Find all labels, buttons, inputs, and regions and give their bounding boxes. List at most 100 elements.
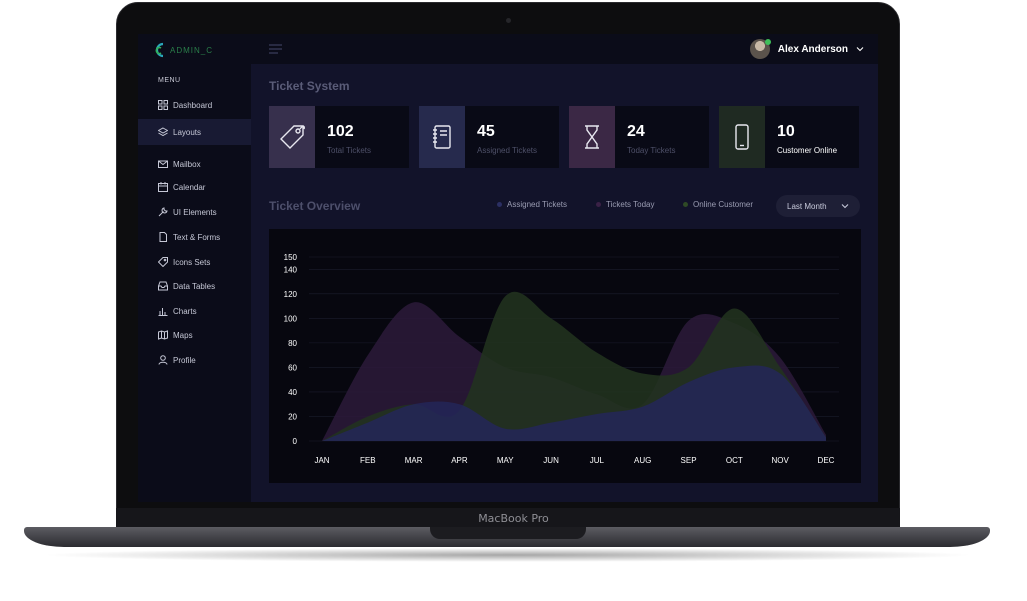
stat-icon-tile — [569, 106, 615, 168]
chevron-down-icon[interactable] — [856, 45, 864, 53]
laptop-chin — [116, 508, 900, 528]
sidebar-item-mailbox[interactable]: Mailbox — [138, 151, 251, 177]
user-name: Alex Anderson — [777, 43, 848, 55]
mobile-icon — [735, 124, 749, 150]
layers-icon — [158, 127, 168, 137]
sidebar-item-maps[interactable]: Maps — [138, 322, 251, 348]
y-tick-label: 80 — [288, 339, 297, 348]
sidebar-item-label: UI Elements — [173, 207, 217, 217]
sidebar-item-profile[interactable]: Profile — [138, 347, 251, 373]
sidebar-item-charts[interactable]: Charts — [138, 298, 251, 324]
x-tick-label: SEP — [681, 456, 697, 465]
x-tick-label: OCT — [726, 456, 743, 465]
sidebar-item-calendar[interactable]: Calendar — [138, 174, 251, 200]
sidebar-item-text-forms[interactable]: Text & Forms — [138, 224, 251, 250]
y-tick-label: 60 — [288, 363, 297, 372]
hourglass-icon — [585, 125, 599, 149]
sidebar-item-layouts[interactable]: Layouts — [138, 119, 251, 145]
sidebar-item-label: Maps — [173, 330, 193, 340]
topbar: Alex Anderson — [251, 34, 878, 64]
stat-label: Customer Online — [777, 146, 838, 155]
period-dropdown[interactable]: Last Month — [776, 195, 860, 217]
user-menu[interactable]: Alex Anderson — [749, 38, 864, 60]
sidebar-item-ui-elements[interactable]: UI Elements — [138, 199, 251, 225]
bar-chart-icon — [158, 306, 168, 316]
x-tick-label: JUL — [590, 456, 605, 465]
legend-label: Tickets Today — [606, 200, 655, 209]
wrench-icon — [158, 207, 168, 217]
y-tick-label: 40 — [288, 388, 297, 397]
sidebar-item-label: Profile — [173, 355, 196, 365]
sidebar-item-data-tables[interactable]: Data Tables — [138, 273, 251, 299]
sidebar: ADMIN_C MENU Dashboard Layouts Mailbox C… — [138, 34, 251, 502]
y-tick-label: 120 — [284, 290, 298, 299]
y-tick-label: 150 — [284, 253, 298, 262]
legend-dot — [497, 202, 502, 207]
stat-card-customer-online[interactable]: 10 Customer Online — [719, 106, 859, 168]
legend-label: Assigned Tickets — [507, 200, 568, 209]
x-tick-label: APR — [451, 456, 468, 465]
notebook-icon — [433, 125, 451, 149]
x-tick-label: AUG — [634, 456, 651, 465]
stat-icon-tile — [419, 106, 465, 168]
device-label: MacBook Pro — [478, 512, 549, 525]
series-area-assigned-tickets[interactable] — [322, 365, 826, 441]
x-tick-label: MAY — [497, 456, 514, 465]
logo[interactable]: ADMIN_C — [152, 40, 213, 60]
avatar[interactable] — [749, 39, 771, 59]
laptop-shadow — [40, 548, 976, 562]
legend-item-assigned-tickets[interactable]: Assigned Tickets — [497, 200, 567, 209]
stat-value: 10 — [777, 123, 795, 140]
user-icon — [158, 355, 168, 365]
x-tick-label: NOV — [772, 456, 790, 465]
y-tick-label: 20 — [288, 412, 297, 421]
stat-card-assigned-tickets[interactable]: 45 Assigned Tickets — [419, 106, 559, 168]
sidebar-item-icons-sets[interactable]: Icons Sets — [138, 249, 251, 275]
logo-icon — [155, 42, 164, 58]
mail-icon — [158, 159, 168, 169]
stat-label: Today Tickets — [627, 146, 676, 155]
stat-value: 45 — [477, 123, 495, 140]
page-title: Ticket System — [269, 79, 350, 93]
grid-icon — [158, 100, 168, 110]
stat-icon-tile — [719, 106, 765, 168]
sidebar-item-label: Text & Forms — [173, 232, 221, 242]
sidebar-item-label: Mailbox — [173, 159, 201, 169]
stat-label: Total Tickets — [327, 146, 372, 155]
camera — [506, 18, 511, 23]
x-tick-label: DEC — [818, 456, 835, 465]
stat-label: Assigned Tickets — [477, 146, 538, 155]
sidebar-item-label: Layouts — [173, 127, 202, 137]
sidebar-item-dashboard[interactable]: Dashboard — [138, 92, 251, 118]
screen: ADMIN_C MENU Dashboard Layouts Mailbox C… — [138, 34, 878, 502]
price-tag-icon — [280, 125, 305, 149]
stat-icon-tile — [269, 106, 315, 168]
main-content: Ticket System 102 Total Tickets 45 Assig… — [251, 64, 878, 502]
y-tick-label: 140 — [284, 265, 298, 274]
sidebar-item-label: Calendar — [173, 182, 206, 192]
x-tick-label: JAN — [314, 456, 329, 465]
stat-card-total-tickets[interactable]: 102 Total Tickets — [269, 106, 409, 168]
x-tick-label: MAR — [405, 456, 423, 465]
online-status-dot — [764, 39, 771, 45]
map-icon — [158, 330, 168, 340]
legend-label: Online Customer — [693, 200, 754, 209]
legend-item-online-customer[interactable]: Online Customer — [683, 200, 753, 209]
sidebar-item-label: Dashboard — [173, 100, 213, 110]
logo-text: ADMIN_C — [170, 45, 214, 55]
x-tick-label: JUN — [543, 456, 559, 465]
calendar-icon — [158, 182, 168, 192]
stat-value: 102 — [327, 123, 354, 140]
menu-heading: MENU — [158, 77, 181, 84]
tag-icon — [158, 257, 168, 267]
y-tick-label: 100 — [284, 314, 298, 323]
area-chart: 0 20 40 60 80 100 120 140 150 JAN FEB MAR APR MAY JUN J… — [284, 253, 839, 465]
sidebar-item-label: Data Tables — [173, 281, 216, 291]
y-tick-label: 0 — [293, 437, 298, 446]
legend-item-tickets-today[interactable]: Tickets Today — [596, 200, 654, 209]
hamburger-menu-icon[interactable] — [269, 44, 282, 54]
sidebar-item-label: Charts — [173, 306, 197, 316]
legend-dot — [596, 202, 601, 207]
stat-card-today-tickets[interactable]: 24 Today Tickets — [569, 106, 709, 168]
